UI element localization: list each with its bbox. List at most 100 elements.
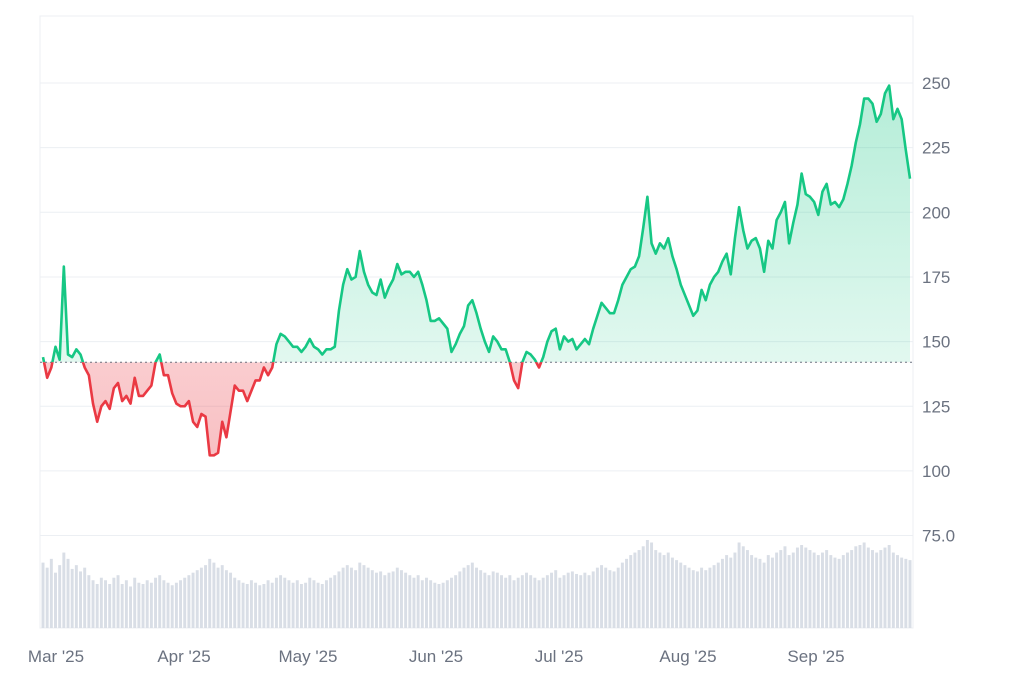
volume-bar (700, 567, 704, 628)
volume-bars (41, 540, 912, 628)
y-tick-label: 175 (922, 268, 950, 287)
volume-bar (324, 580, 328, 628)
volume-bar (812, 552, 816, 628)
volume-bar (316, 582, 320, 628)
volume-bar (741, 546, 745, 628)
volume-bar (729, 557, 733, 628)
volume-bar (654, 550, 658, 628)
volume-bar (650, 542, 654, 628)
volume-bar (608, 570, 612, 628)
volume-bar (520, 575, 524, 628)
volume-bar (800, 545, 804, 628)
volume-bar (529, 575, 533, 628)
volume-bar (850, 550, 854, 628)
volume-bar (537, 580, 541, 628)
volume-bar (566, 572, 570, 628)
volume-bar (491, 571, 495, 628)
volume-bar (204, 565, 208, 628)
volume-bar (670, 557, 674, 628)
volume-bar (783, 546, 787, 628)
volume-bar (629, 555, 633, 628)
volume-bar (420, 580, 424, 628)
volume-bar (616, 567, 620, 628)
y-axis-tick-labels: 75.0 100 125 150 175 200 225 250 (922, 74, 955, 546)
volume-bar (587, 575, 591, 628)
volume-bar (483, 572, 487, 628)
volume-bar (475, 567, 478, 628)
volume-bar (91, 580, 95, 628)
volume-bar (575, 573, 579, 628)
volume-bar (641, 546, 645, 628)
volume-bar (304, 582, 308, 628)
volume-bar (341, 567, 345, 628)
volume-bar (158, 575, 162, 628)
volume-bar (183, 577, 187, 628)
volume-bar (562, 575, 566, 628)
volume-bar (466, 565, 470, 628)
volume-bar (879, 550, 883, 628)
volume-bar (387, 572, 391, 628)
volume-bar (187, 575, 191, 628)
volume-bar (846, 552, 849, 628)
volume-bar (270, 582, 274, 628)
volume-bar (124, 580, 128, 628)
volume-bar (116, 575, 120, 628)
volume-bar (104, 580, 107, 628)
volume-bar (379, 571, 383, 628)
volume-bar (695, 571, 699, 628)
volume-bar (329, 577, 333, 628)
y-tick-label: 150 (922, 333, 950, 352)
volume-bar (279, 575, 283, 628)
volume-bar (579, 575, 583, 628)
volume-bar (358, 562, 362, 628)
volume-bar (808, 550, 812, 628)
volume-bar (854, 546, 858, 628)
volume-bar (195, 570, 199, 628)
volume-bar (625, 558, 629, 628)
price-line-above-baseline (41, 84, 912, 363)
volume-bar (766, 555, 770, 628)
volume-bar (70, 568, 74, 628)
volume-bar (820, 552, 824, 628)
volume-bar (450, 577, 453, 628)
volume-bar (295, 580, 299, 628)
volume-bar (416, 575, 420, 628)
volume-bar (87, 575, 91, 628)
volume-bar (374, 572, 378, 628)
volume-bar (383, 575, 387, 628)
volume-bar (795, 547, 799, 628)
volume-bar (816, 555, 820, 628)
volume-bar (704, 570, 708, 628)
volume-bar (41, 562, 45, 628)
volume-bar (333, 575, 337, 628)
volume-bar (866, 547, 870, 628)
volume-bar (66, 558, 70, 628)
volume-bar (458, 571, 462, 628)
volume-bar (595, 567, 599, 628)
volume-bar (233, 577, 237, 628)
volume-bar (83, 567, 87, 628)
volume-bar (433, 582, 437, 628)
volume-bar (129, 586, 133, 628)
volume-bar (487, 575, 491, 628)
volume-bar (662, 555, 666, 628)
volume-bar (162, 580, 166, 628)
volume-bar (583, 572, 587, 628)
volume-bar (191, 572, 195, 628)
volume-bar (395, 567, 399, 628)
volume-bar (687, 567, 691, 628)
volume-bar (804, 547, 808, 628)
area-fill-above-baseline (43, 85, 910, 363)
volume-bar (133, 577, 137, 628)
volume-bar (829, 555, 833, 628)
volume-bar (908, 560, 912, 628)
volume-bar (345, 565, 349, 628)
volume-bar (287, 580, 291, 628)
volume-bar (370, 570, 374, 628)
volume-bar (600, 565, 604, 628)
volume-bar (58, 565, 62, 628)
volume-bar (604, 567, 608, 628)
volume-bar (508, 575, 512, 628)
volume-bar (108, 584, 112, 628)
volume-bar (887, 545, 891, 628)
